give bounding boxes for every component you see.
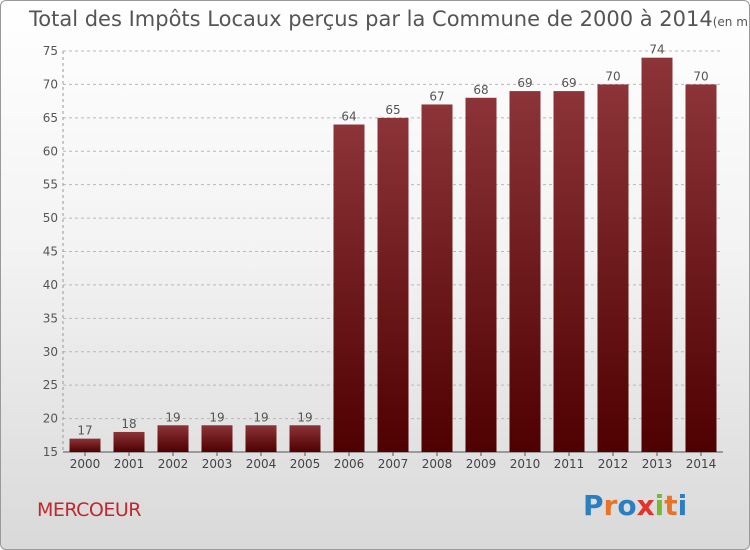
logo-letter: i (654, 489, 665, 522)
logo-letter: x (636, 489, 655, 522)
y-tick-label: 65 (43, 111, 58, 125)
bar-value-label: 67 (429, 89, 444, 103)
bar-2008 (421, 104, 453, 452)
x-tick-label: 2007 (378, 457, 409, 471)
x-tick-label: 2014 (686, 457, 717, 471)
y-tick-label: 45 (43, 245, 58, 259)
bar-2004 (245, 425, 277, 452)
y-tick-label: 40 (43, 278, 58, 292)
bar-value-label: 70 (605, 69, 620, 83)
bar-2014 (685, 84, 717, 453)
x-tick-label: 2008 (422, 457, 453, 471)
bar-value-label: 65 (385, 103, 400, 117)
x-tick-label: 2001 (114, 457, 145, 471)
y-tick-label: 20 (43, 412, 58, 426)
bar-2000 (69, 438, 101, 452)
commune-name: MERCOEUR (37, 499, 142, 521)
bar-value-label: 19 (297, 410, 312, 424)
logo-letter: o (617, 489, 637, 522)
chart-title-text: Total des Impôts Locaux perçus par la Co… (29, 7, 713, 31)
chart-title: Total des Impôts Locaux perçus par la Co… (29, 7, 750, 31)
bar-2001 (113, 431, 145, 452)
y-tick-label: 30 (43, 345, 58, 359)
bar-2013 (641, 57, 673, 452)
y-tick-label: 75 (43, 44, 58, 58)
bar-value-label: 74 (649, 43, 664, 57)
bar-2003 (201, 425, 233, 452)
x-tick-label: 2013 (642, 457, 673, 471)
bar-value-label: 19 (253, 410, 268, 424)
y-tick-label: 70 (43, 77, 58, 91)
bar-2010 (509, 91, 541, 452)
x-tick-label: 2000 (70, 457, 101, 471)
y-tick-label: 25 (43, 378, 58, 392)
bar-2009 (465, 97, 497, 453)
bar-value-label: 70 (693, 69, 708, 83)
y-tick-label: 55 (43, 178, 58, 192)
x-tick-label: 2011 (554, 457, 585, 471)
logo-letter: t (664, 489, 678, 522)
logo-letter: P (583, 489, 604, 522)
bar-2005 (289, 425, 321, 452)
y-tick-label: 35 (43, 311, 58, 325)
bar-2002 (157, 425, 189, 452)
logo-letter: i (677, 489, 688, 522)
x-tick-label: 2005 (290, 457, 321, 471)
x-tick-label: 2002 (158, 457, 189, 471)
logo-letter: r (603, 489, 618, 522)
y-tick-label: 60 (43, 144, 58, 158)
bar-value-label: 64 (341, 110, 356, 124)
x-tick-label: 2004 (246, 457, 277, 471)
chart-unit: (en milliers d'€) (712, 15, 750, 29)
bar-2011 (553, 91, 585, 452)
bar-value-label: 69 (517, 76, 532, 90)
bar-value-label: 17 (77, 424, 92, 438)
bar-value-label: 18 (121, 417, 136, 431)
bar-2006 (333, 124, 365, 453)
x-tick-label: 2006 (334, 457, 365, 471)
bar-value-label: 69 (561, 76, 576, 90)
bar-value-label: 19 (165, 410, 180, 424)
y-tick-label: 50 (43, 211, 58, 225)
bar-value-label: 68 (473, 83, 488, 97)
bar-value-label: 19 (209, 410, 224, 424)
bar-2007 (377, 117, 409, 452)
bar-2012 (597, 84, 629, 453)
x-tick-label: 2010 (510, 457, 541, 471)
proxiti-logo: Proxiti (583, 489, 687, 522)
x-tick-label: 2012 (598, 457, 629, 471)
x-tick-label: 2009 (466, 457, 497, 471)
x-tick-label: 2003 (202, 457, 233, 471)
y-tick-label: 15 (43, 445, 58, 459)
